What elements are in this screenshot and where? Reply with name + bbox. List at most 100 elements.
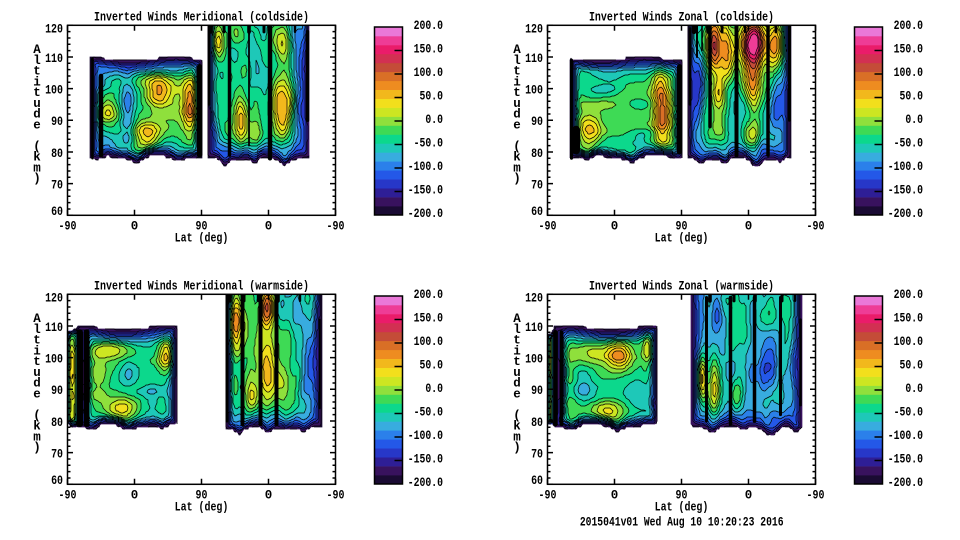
svg-text:110: 110 xyxy=(45,321,63,335)
svg-text:-200.0: -200.0 xyxy=(408,207,443,221)
svg-text:k: k xyxy=(513,151,521,165)
svg-text:100.0: 100.0 xyxy=(414,335,443,349)
svg-text:150.0: 150.0 xyxy=(414,312,443,326)
svg-text:m: m xyxy=(33,161,41,175)
svg-text:i: i xyxy=(33,75,41,89)
svg-text:): ) xyxy=(33,172,41,186)
svg-text:t: t xyxy=(33,334,41,348)
svg-text:Lat (deg): Lat (deg) xyxy=(655,232,709,246)
svg-text:60: 60 xyxy=(51,474,63,488)
svg-text:Inverted Winds Zonal (warmside: Inverted Winds Zonal (warmside) xyxy=(589,280,774,294)
svg-text:t: t xyxy=(513,355,521,369)
svg-text:120: 120 xyxy=(525,22,543,36)
svg-text:-100.0: -100.0 xyxy=(408,429,443,443)
svg-text:d: d xyxy=(33,377,41,391)
svg-text:50.0: 50.0 xyxy=(420,90,444,104)
svg-text:-200.0: -200.0 xyxy=(408,476,443,490)
svg-text:-200.0: -200.0 xyxy=(888,476,923,490)
svg-text:-150.0: -150.0 xyxy=(888,453,923,467)
svg-text:d: d xyxy=(513,377,521,391)
svg-text:d: d xyxy=(513,108,521,122)
svg-text:e: e xyxy=(513,387,521,401)
svg-text:90: 90 xyxy=(196,488,208,502)
svg-text:-50.0: -50.0 xyxy=(414,137,443,151)
svg-text:120: 120 xyxy=(45,22,63,36)
svg-text:150.0: 150.0 xyxy=(894,43,923,57)
svg-text:l: l xyxy=(33,54,41,68)
svg-text:): ) xyxy=(513,441,521,455)
svg-text:i: i xyxy=(513,344,521,358)
svg-text:m: m xyxy=(33,430,41,444)
svg-text:100: 100 xyxy=(45,352,63,366)
svg-text:-90: -90 xyxy=(539,219,557,233)
svg-text:u: u xyxy=(513,366,521,380)
svg-text:80: 80 xyxy=(531,416,543,430)
svg-text:100: 100 xyxy=(525,352,543,366)
svg-text:2015041v01 Wed Aug 10 10:20:23: 2015041v01 Wed Aug 10 10:20:23 2016 xyxy=(580,516,784,530)
svg-text:u: u xyxy=(33,366,41,380)
svg-text:70: 70 xyxy=(51,447,63,461)
svg-text:-50.0: -50.0 xyxy=(894,406,923,420)
svg-text:Inverted Winds Meridional (col: Inverted Winds Meridional (coldside) xyxy=(94,11,309,25)
svg-text:100.0: 100.0 xyxy=(894,335,923,349)
svg-text:90: 90 xyxy=(676,488,688,502)
svg-text:150.0: 150.0 xyxy=(414,43,443,57)
svg-text:-200.0: -200.0 xyxy=(888,207,923,221)
svg-text:d: d xyxy=(33,108,41,122)
svg-text:-100.0: -100.0 xyxy=(408,160,443,174)
svg-text:0: 0 xyxy=(265,219,273,233)
svg-text:A: A xyxy=(33,43,41,57)
svg-text:70: 70 xyxy=(51,178,63,192)
svg-text:l: l xyxy=(513,323,521,337)
svg-text:-90: -90 xyxy=(327,488,345,502)
svg-text:t: t xyxy=(33,65,41,79)
svg-text:0.0: 0.0 xyxy=(425,382,443,396)
svg-text:e: e xyxy=(513,118,521,132)
svg-text:t: t xyxy=(33,355,41,369)
svg-text:t: t xyxy=(513,86,521,100)
svg-text:90: 90 xyxy=(676,219,688,233)
svg-text:100: 100 xyxy=(45,83,63,97)
svg-text:120: 120 xyxy=(525,291,543,305)
svg-text:70: 70 xyxy=(531,178,543,192)
svg-text:u: u xyxy=(513,97,521,111)
svg-text:0: 0 xyxy=(745,488,753,502)
svg-text:120: 120 xyxy=(45,291,63,305)
svg-text:i: i xyxy=(33,344,41,358)
svg-text:100.0: 100.0 xyxy=(894,66,923,80)
svg-text:100: 100 xyxy=(525,83,543,97)
svg-text:50.0: 50.0 xyxy=(420,359,444,373)
svg-text:0.0: 0.0 xyxy=(905,382,923,396)
svg-text:0: 0 xyxy=(131,488,139,502)
svg-text:(: ( xyxy=(33,140,41,154)
svg-text:110: 110 xyxy=(525,321,543,335)
svg-text:Lat (deg): Lat (deg) xyxy=(175,232,229,246)
svg-text:t: t xyxy=(513,65,521,79)
svg-text:50.0: 50.0 xyxy=(900,90,924,104)
svg-text:90: 90 xyxy=(51,115,63,129)
svg-text:e: e xyxy=(33,387,41,401)
svg-text:60: 60 xyxy=(531,474,543,488)
svg-text:60: 60 xyxy=(531,205,543,219)
svg-text:(: ( xyxy=(33,409,41,423)
svg-text:90: 90 xyxy=(531,384,543,398)
svg-text:e: e xyxy=(33,118,41,132)
svg-text:200.0: 200.0 xyxy=(414,19,443,33)
svg-text:k: k xyxy=(513,420,521,434)
svg-text:110: 110 xyxy=(525,52,543,66)
svg-text:200.0: 200.0 xyxy=(414,288,443,302)
svg-text:-90: -90 xyxy=(327,219,345,233)
svg-text:-90: -90 xyxy=(539,488,557,502)
svg-text:(: ( xyxy=(513,140,521,154)
svg-text:90: 90 xyxy=(196,219,208,233)
svg-text:Inverted Winds Zonal (coldside: Inverted Winds Zonal (coldside) xyxy=(589,11,774,25)
svg-text:l: l xyxy=(33,323,41,337)
svg-text:0: 0 xyxy=(131,219,139,233)
svg-text:k: k xyxy=(33,420,41,434)
svg-text:A: A xyxy=(513,43,521,57)
svg-text:70: 70 xyxy=(531,447,543,461)
svg-text:k: k xyxy=(33,151,41,165)
svg-text:0: 0 xyxy=(611,488,619,502)
svg-text:-90: -90 xyxy=(59,219,77,233)
svg-text:i: i xyxy=(513,75,521,89)
